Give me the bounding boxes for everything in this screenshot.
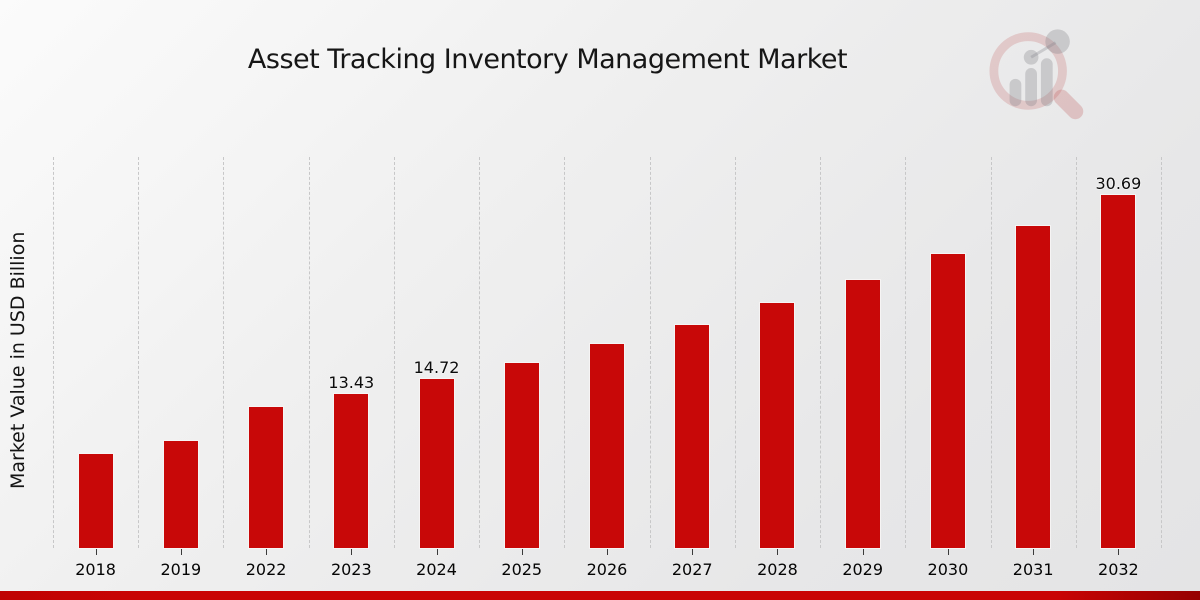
bar-group-2023: 13.43 2023 bbox=[309, 155, 394, 579]
x-axis-label-2018: 2018 bbox=[75, 560, 116, 579]
x-axis-tick bbox=[351, 549, 353, 555]
gridline bbox=[223, 157, 225, 548]
bar-2023 bbox=[334, 394, 369, 548]
x-axis-label-2030: 2030 bbox=[927, 560, 969, 579]
plot-area: 2018 2019 2022 13.43 2023 14.72 2024 2025 2026 20… bbox=[53, 155, 1162, 579]
x-axis-tick bbox=[521, 549, 523, 555]
x-axis-label-2032: 2032 bbox=[1098, 560, 1139, 579]
bar-group-2030: 2030 bbox=[905, 155, 990, 579]
x-axis-tick bbox=[180, 549, 182, 555]
gridline bbox=[905, 157, 907, 548]
x-axis-label-2031: 2031 bbox=[1012, 560, 1054, 579]
gridline bbox=[734, 157, 736, 548]
x-axis-label-2028: 2028 bbox=[757, 560, 798, 579]
bar-2018 bbox=[78, 454, 113, 548]
gridline bbox=[649, 157, 651, 548]
gridline bbox=[393, 157, 395, 548]
x-axis-label-2022: 2022 bbox=[245, 560, 287, 579]
bar-group-2022: 2022 bbox=[223, 155, 308, 579]
x-axis-label-2027: 2027 bbox=[671, 560, 713, 579]
x-axis-tick bbox=[862, 549, 864, 555]
bar-2029 bbox=[845, 280, 880, 548]
x-axis-label-2026: 2026 bbox=[586, 560, 628, 579]
chart-title: Asset Tracking Inventory Management Mark… bbox=[247, 44, 848, 75]
bar-group-2029: 2029 bbox=[820, 155, 905, 579]
gridline bbox=[53, 157, 54, 548]
bar-value-label-2024: 14.72 bbox=[413, 358, 460, 377]
x-axis-tick bbox=[947, 549, 949, 555]
bar-2024 bbox=[419, 379, 454, 548]
gridline bbox=[990, 157, 992, 548]
gridline bbox=[1161, 157, 1162, 548]
gridline bbox=[479, 157, 481, 548]
bar-2032 bbox=[1101, 195, 1136, 548]
x-axis-tick bbox=[692, 549, 694, 555]
bar-group-2032: 30.69 2032 bbox=[1076, 155, 1161, 579]
x-axis-tick bbox=[1033, 549, 1035, 555]
bar-value-label-2023: 13.43 bbox=[328, 373, 375, 392]
bar-2028 bbox=[760, 303, 795, 548]
x-axis-tick bbox=[1118, 549, 1120, 555]
x-axis-label-2023: 2023 bbox=[330, 560, 372, 579]
bar-2025 bbox=[504, 363, 539, 548]
gridline bbox=[138, 157, 140, 548]
bar-group-2027: 2027 bbox=[650, 155, 735, 579]
y-axis-label: Market Value in USD Billion bbox=[7, 231, 29, 489]
gridline bbox=[308, 157, 310, 548]
x-axis-label-2019: 2019 bbox=[160, 560, 202, 579]
bar-2026 bbox=[589, 344, 624, 548]
x-axis-tick bbox=[777, 549, 779, 555]
bar-group-2028: 2028 bbox=[735, 155, 820, 579]
bar-2022 bbox=[249, 407, 284, 548]
gridline bbox=[1075, 157, 1077, 548]
bar-2019 bbox=[163, 441, 198, 548]
x-axis-tick bbox=[436, 549, 438, 555]
bar-2031 bbox=[1016, 226, 1051, 548]
bar-group-2024: 14.72 2024 bbox=[394, 155, 479, 579]
bar-group-2019: 2019 bbox=[138, 155, 223, 579]
gridline bbox=[820, 157, 822, 548]
x-axis-tick bbox=[606, 549, 608, 555]
bar-group-2025: 2025 bbox=[479, 155, 564, 579]
bar-value-label-2032: 30.69 bbox=[1095, 174, 1142, 193]
bar-2027 bbox=[675, 325, 710, 548]
bar-group-2031: 2031 bbox=[991, 155, 1076, 579]
x-axis-label-2029: 2029 bbox=[842, 560, 884, 579]
gridline bbox=[564, 157, 566, 548]
x-axis-label-2025: 2025 bbox=[501, 560, 543, 579]
magnifier-bar-chart-watermark-icon bbox=[983, 22, 1091, 120]
bar-group-2018: 2018 bbox=[53, 155, 138, 579]
x-axis-tick bbox=[266, 549, 268, 555]
x-axis-label-2024: 2024 bbox=[416, 560, 457, 579]
x-axis-tick bbox=[95, 549, 97, 555]
footer-accent-bar bbox=[0, 591, 1200, 600]
bar-2030 bbox=[930, 254, 965, 548]
bar-group-2026: 2026 bbox=[564, 155, 649, 579]
